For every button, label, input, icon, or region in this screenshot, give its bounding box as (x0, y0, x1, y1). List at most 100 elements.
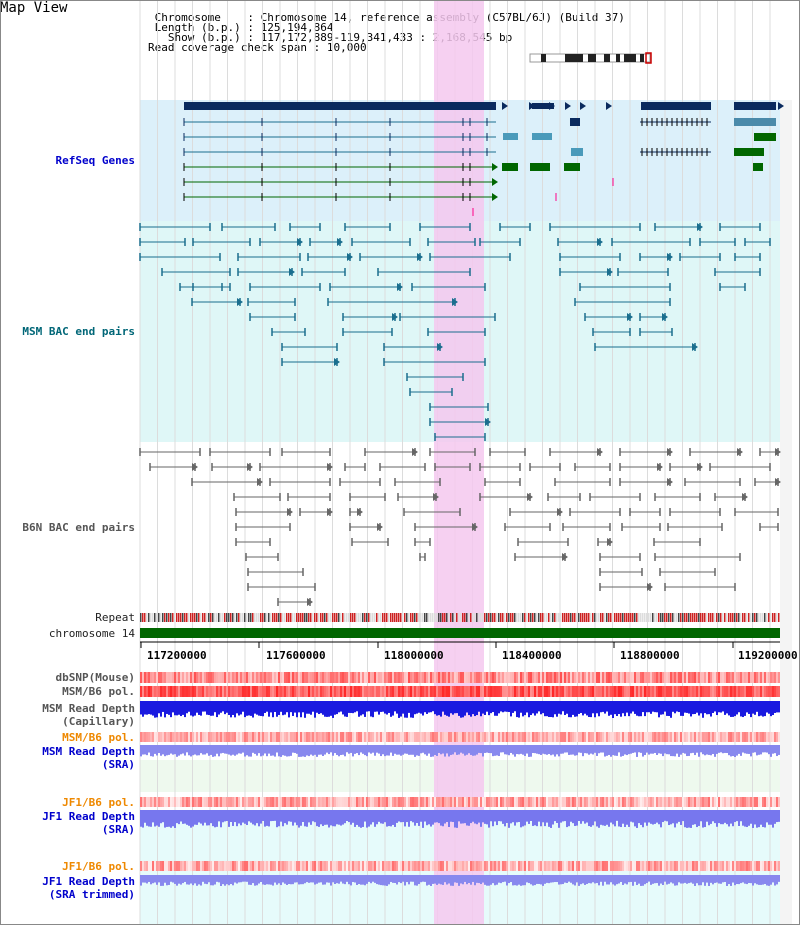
depth-bar (308, 701, 310, 714)
ideogram-band (640, 54, 644, 62)
heat-cell (604, 861, 606, 871)
repeat-mark (436, 613, 438, 622)
axis-tick-label: 119200000 (738, 649, 798, 662)
depth-bar (236, 875, 238, 884)
heat-cell (608, 686, 610, 697)
heat-cell (486, 861, 488, 871)
heat-cell (752, 672, 754, 683)
heat-cell (662, 732, 664, 742)
heat-cell (340, 797, 342, 807)
depth-bar (486, 875, 488, 886)
depth-bar (198, 875, 200, 885)
depth-bar (482, 745, 484, 757)
heat-cell (190, 861, 192, 871)
depth-bar (498, 745, 500, 757)
heat-cell (484, 861, 486, 871)
heat-cell (530, 797, 532, 807)
depth-bar (228, 810, 230, 827)
depth-bar (550, 745, 552, 756)
heat-cell (626, 861, 628, 871)
depth-bar (258, 701, 260, 716)
repeat-mark (236, 613, 238, 622)
depth-bar (232, 701, 234, 715)
track-label-jf1-b6-pol-2: JF1/B6 pol. (62, 860, 135, 873)
depth-bar (198, 810, 200, 823)
heat-cell (624, 861, 626, 871)
heat-cell (152, 861, 154, 871)
depth-bar (206, 745, 208, 754)
depth-bar (234, 745, 236, 756)
depth-bar (390, 875, 392, 882)
track-label-refseq[interactable]: RefSeq Genes (55, 154, 135, 167)
depth-bar (372, 701, 374, 718)
heat-cell (366, 732, 368, 742)
msm-bac-marker (417, 253, 423, 261)
depth-bar (642, 810, 644, 828)
repeat-mark (178, 613, 180, 622)
heat-cell (306, 686, 308, 697)
heat-cell (488, 686, 490, 697)
depth-bar (492, 701, 494, 713)
depth-bar (224, 745, 226, 754)
depth-bar (522, 810, 524, 827)
track-label-b6n-bac[interactable]: B6N BAC end pairs (22, 521, 135, 534)
depth-bar (322, 810, 324, 827)
depth-bar (550, 810, 552, 828)
depth-bar (474, 810, 476, 824)
heat-cell (732, 672, 734, 683)
depth-bar (618, 701, 620, 715)
heat-cell (746, 672, 748, 683)
depth-bar (662, 745, 664, 757)
repeat-mark (750, 613, 752, 622)
heat-cell (326, 686, 328, 697)
heat-cell (528, 686, 530, 697)
repeat-mark (460, 613, 462, 622)
depth-bar (318, 875, 320, 883)
heat-cell (688, 861, 690, 871)
heat-cell (690, 732, 692, 742)
depth-bar (210, 810, 212, 824)
heat-cell (328, 797, 330, 807)
heat-cell (614, 672, 616, 683)
repeat-mark (662, 613, 664, 622)
repeat-mark (582, 613, 584, 622)
depth-bar (246, 810, 248, 826)
heat-cell (708, 672, 710, 683)
depth-bar (240, 701, 242, 715)
heat-cell (688, 686, 690, 697)
repeat-mark (140, 613, 142, 622)
depth-bar (672, 745, 674, 757)
depth-bar (688, 701, 690, 714)
heat-cell (498, 672, 500, 683)
heat-cell (448, 672, 450, 683)
depth-bar (548, 701, 550, 718)
depth-bar (334, 810, 336, 827)
gene-bar (184, 102, 496, 110)
heat-cell (272, 797, 274, 807)
heat-cell (208, 797, 210, 807)
depth-bar (450, 810, 452, 822)
depth-bar (298, 810, 300, 828)
depth-bar (602, 745, 604, 753)
heat-cell (674, 861, 676, 871)
heat-cell (746, 686, 748, 697)
heat-cell (228, 797, 230, 807)
track-label-msm-bac[interactable]: MSM BAC end pairs (22, 325, 135, 338)
heat-cell (626, 686, 628, 697)
heat-cell (396, 861, 398, 871)
depth-bar (400, 875, 402, 884)
depth-bar (674, 701, 676, 714)
heat-cell (254, 686, 256, 697)
heat-cell (318, 797, 320, 807)
depth-bar (544, 745, 546, 755)
msm-bac-marker (667, 253, 673, 261)
heat-cell (356, 686, 358, 697)
heat-cell (704, 861, 706, 871)
depth-bar (716, 745, 718, 754)
axis-tick-label: 118000000 (384, 649, 444, 662)
track-label-jf1-b6-pol: JF1/B6 pol. (62, 796, 135, 809)
depth-bar (478, 875, 480, 884)
heat-cell (558, 672, 560, 683)
repeat-mark (386, 613, 388, 622)
